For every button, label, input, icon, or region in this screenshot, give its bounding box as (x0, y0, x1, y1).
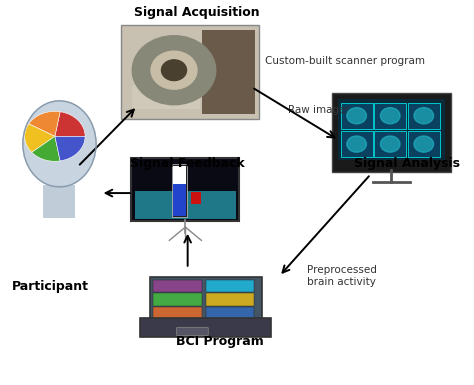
FancyBboxPatch shape (150, 277, 262, 322)
Text: Raw images: Raw images (288, 105, 351, 115)
Circle shape (381, 136, 400, 152)
Text: Signal Feedback: Signal Feedback (130, 157, 245, 171)
FancyBboxPatch shape (202, 30, 255, 114)
Circle shape (347, 107, 366, 124)
FancyBboxPatch shape (153, 293, 202, 306)
FancyBboxPatch shape (135, 191, 236, 219)
FancyBboxPatch shape (332, 93, 451, 172)
FancyBboxPatch shape (153, 280, 202, 292)
FancyBboxPatch shape (140, 318, 272, 337)
FancyBboxPatch shape (206, 293, 255, 306)
FancyBboxPatch shape (44, 185, 75, 218)
Circle shape (381, 107, 400, 124)
Text: Preprocessed
brain activity: Preprocessed brain activity (307, 266, 376, 287)
FancyBboxPatch shape (408, 103, 440, 129)
FancyBboxPatch shape (173, 166, 186, 185)
Wedge shape (29, 111, 60, 136)
FancyBboxPatch shape (374, 131, 406, 157)
FancyBboxPatch shape (177, 327, 208, 336)
Wedge shape (25, 124, 55, 152)
FancyBboxPatch shape (408, 131, 440, 157)
FancyBboxPatch shape (338, 99, 445, 160)
Circle shape (347, 136, 366, 152)
FancyBboxPatch shape (131, 158, 239, 221)
Ellipse shape (23, 101, 96, 187)
FancyBboxPatch shape (172, 164, 187, 217)
FancyBboxPatch shape (191, 192, 201, 204)
FancyBboxPatch shape (206, 280, 255, 292)
Text: Participant: Participant (12, 280, 89, 293)
FancyBboxPatch shape (340, 103, 373, 129)
FancyBboxPatch shape (340, 131, 373, 157)
FancyBboxPatch shape (132, 85, 200, 109)
Text: Signal Acquisition: Signal Acquisition (134, 6, 260, 19)
FancyBboxPatch shape (173, 184, 186, 216)
FancyBboxPatch shape (121, 25, 259, 119)
FancyBboxPatch shape (153, 307, 202, 320)
Text: BCI Program: BCI Program (176, 335, 264, 348)
Circle shape (162, 60, 187, 80)
Wedge shape (55, 136, 85, 161)
FancyBboxPatch shape (374, 103, 406, 129)
FancyBboxPatch shape (206, 307, 255, 320)
Wedge shape (32, 136, 60, 161)
Circle shape (414, 136, 434, 152)
Text: Custom-built scanner program: Custom-built scanner program (265, 56, 426, 66)
Circle shape (151, 51, 197, 89)
Text: Signal Analysis: Signal Analysis (355, 157, 460, 171)
Circle shape (414, 107, 434, 124)
Circle shape (132, 36, 216, 105)
Wedge shape (55, 112, 85, 136)
